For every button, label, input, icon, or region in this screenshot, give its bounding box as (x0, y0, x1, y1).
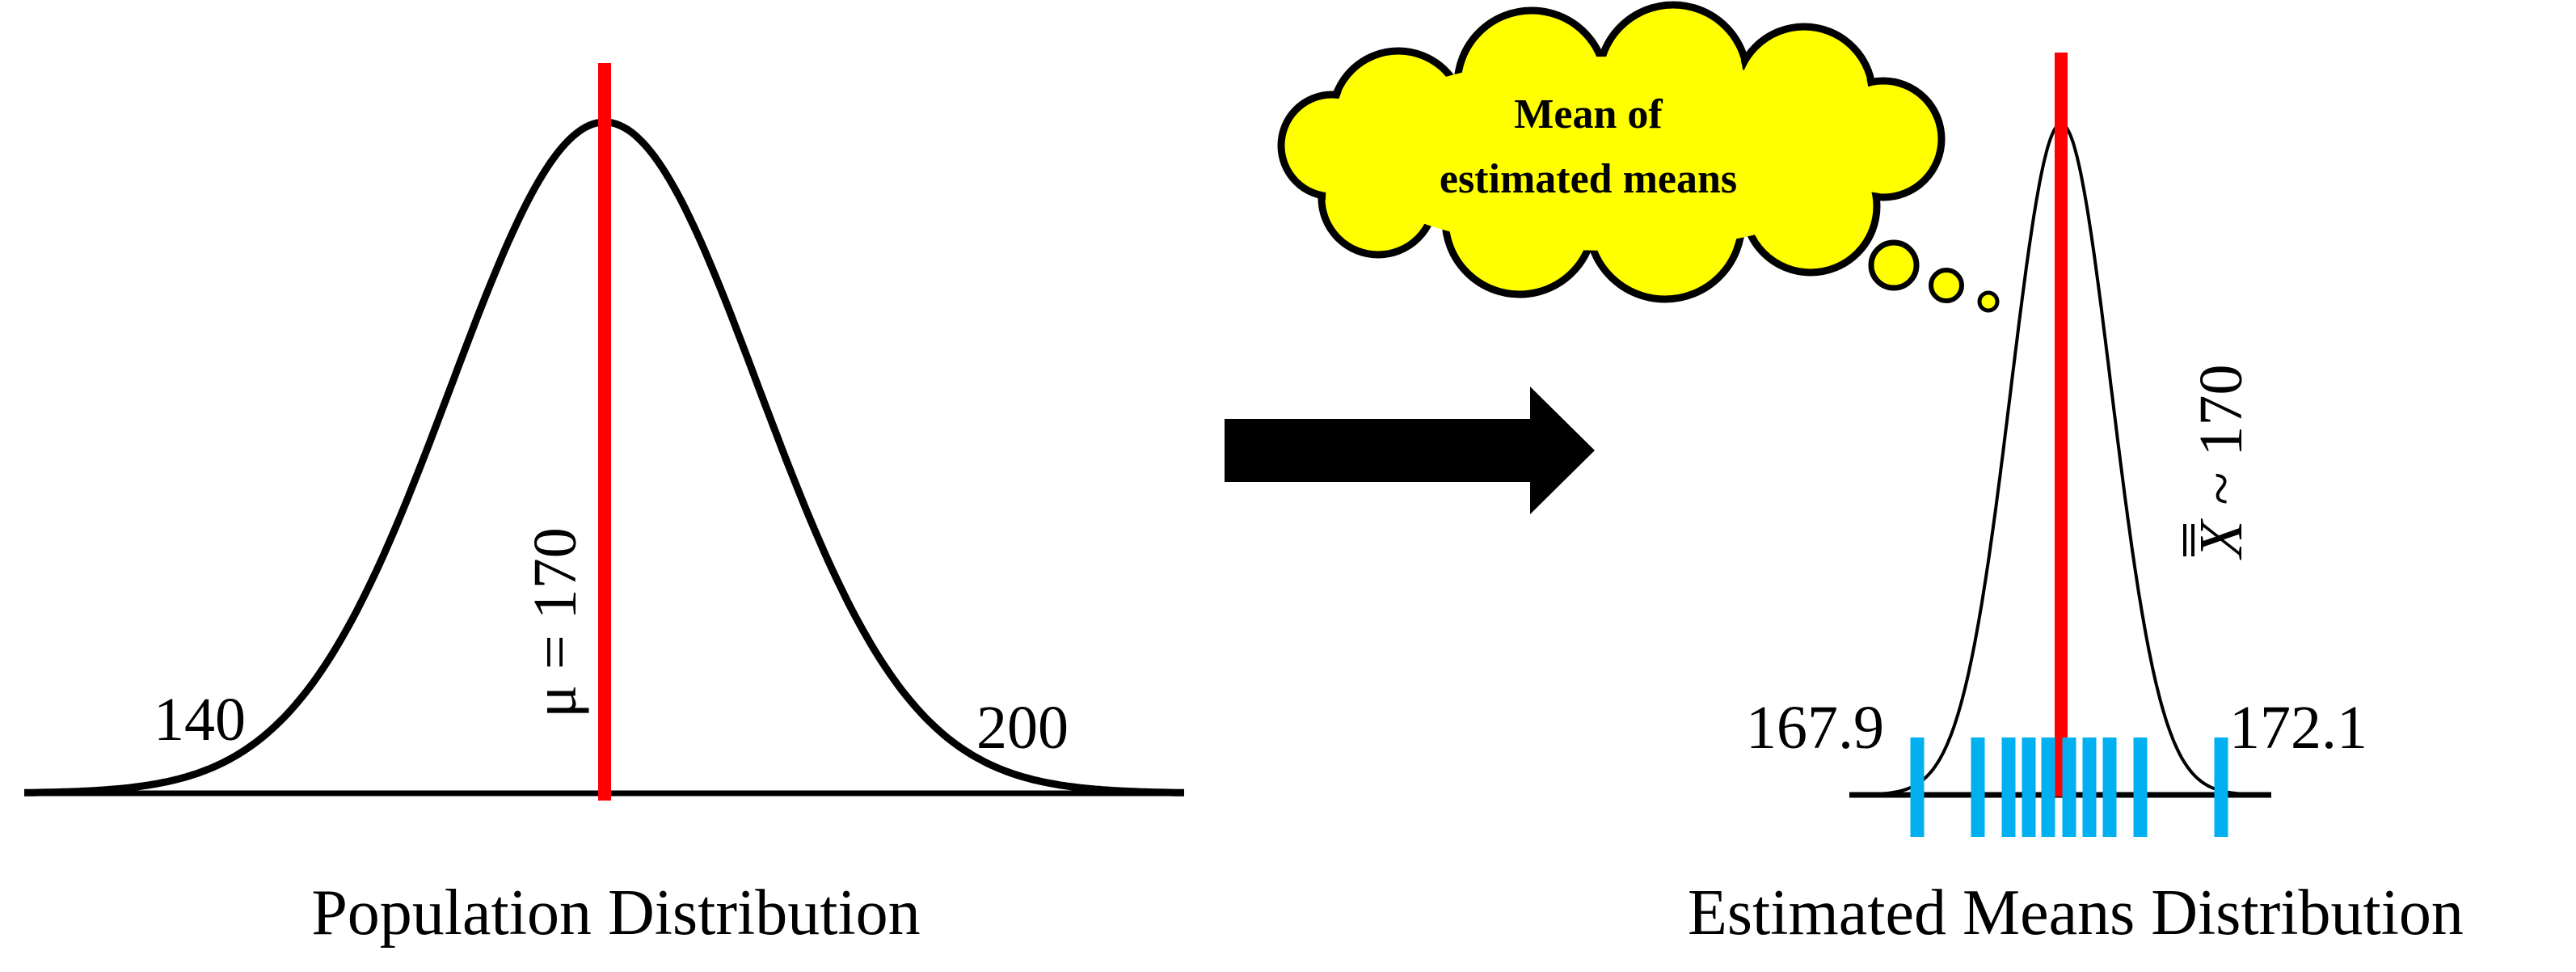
estimated-means-caption: Estimated Means Distribution (1688, 877, 2464, 949)
estimated-means-mean-value: ~ 170 (2187, 364, 2255, 520)
estimated-means-tick-left: 167.9 (1746, 694, 1884, 762)
population-tick-left: 140 (154, 686, 246, 754)
estimated-means-ticks (1910, 737, 2228, 837)
right-arrow-icon (1225, 387, 1595, 514)
thought-bubble-small (1977, 290, 2000, 313)
x-bar-symbol: X (2187, 518, 2255, 560)
thought-cloud-line-1: Mean of (1514, 91, 1663, 137)
thought-bubble-large (1868, 239, 1920, 291)
population-panel: μ = 170 140 200 Population Distribution (24, 63, 1184, 949)
estimated-means-tick-right: 172.1 (2229, 694, 2367, 762)
population-mean-label: μ = 170 (521, 527, 589, 718)
thought-bubble-medium (1929, 268, 1964, 303)
estimated-means-mean-label: X ~ 170 (2183, 364, 2255, 560)
svg-text:X ~ 170: X ~ 170 (2187, 364, 2255, 560)
estimated-means-panel: 167.9 172.1 X ~ 170 Estimated Means Dist… (1688, 53, 2464, 949)
thought-cloud-line-2: estimated means (1440, 156, 1737, 202)
population-caption: Population Distribution (311, 877, 920, 949)
thought-cloud: Mean of estimated means (1277, 1, 2000, 313)
population-tick-right: 200 (976, 694, 1069, 762)
